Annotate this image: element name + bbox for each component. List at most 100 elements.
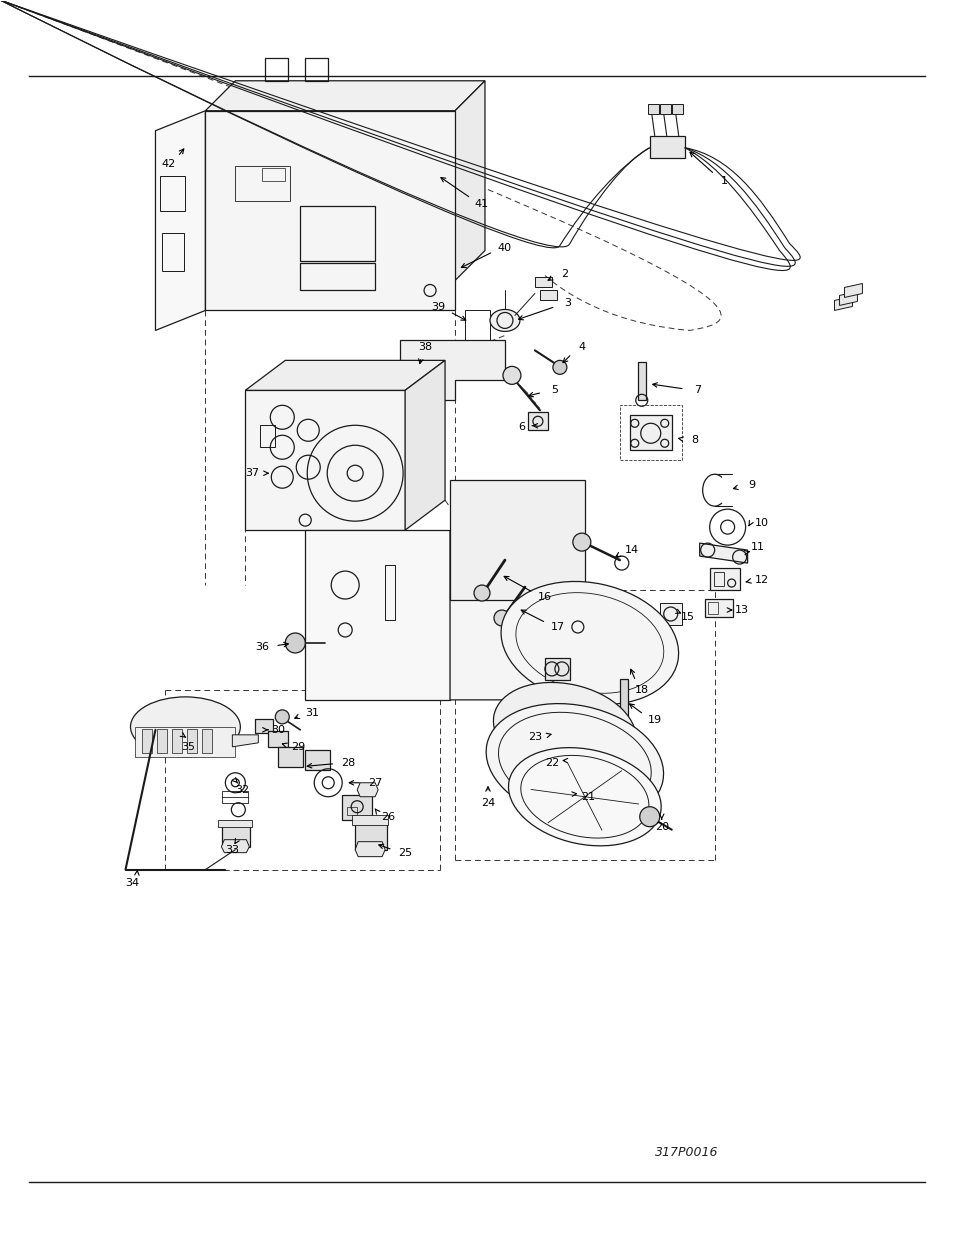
Polygon shape	[221, 840, 249, 852]
Text: 19: 19	[647, 715, 661, 725]
Polygon shape	[659, 603, 681, 625]
Bar	[172, 729, 182, 753]
Text: 13: 13	[734, 605, 748, 615]
Polygon shape	[352, 815, 388, 825]
Text: 7: 7	[694, 385, 700, 395]
Circle shape	[285, 634, 305, 653]
Text: 8: 8	[690, 435, 698, 446]
Bar	[629, 415, 671, 451]
Polygon shape	[399, 341, 504, 400]
Text: 317P0016: 317P0016	[654, 1146, 718, 1158]
Polygon shape	[699, 543, 747, 563]
Polygon shape	[355, 842, 385, 857]
Bar	[142, 729, 152, 753]
Bar	[157, 729, 168, 753]
Text: 28: 28	[341, 758, 355, 768]
Circle shape	[474, 585, 490, 601]
Text: 18: 18	[634, 685, 648, 695]
Ellipse shape	[131, 697, 240, 757]
Text: 30: 30	[271, 725, 285, 735]
Ellipse shape	[500, 582, 678, 704]
Bar	[355, 821, 387, 850]
Ellipse shape	[508, 747, 660, 846]
Polygon shape	[405, 361, 445, 530]
Text: 5: 5	[551, 385, 558, 395]
Circle shape	[639, 806, 659, 826]
Polygon shape	[455, 80, 484, 280]
Bar	[544, 658, 569, 680]
Bar	[527, 412, 547, 430]
Polygon shape	[233, 735, 258, 747]
Text: 23: 23	[527, 732, 541, 742]
Bar	[342, 795, 372, 820]
Bar	[222, 790, 248, 803]
Text: 9: 9	[747, 480, 755, 490]
Bar	[707, 601, 717, 614]
Circle shape	[572, 534, 590, 551]
Ellipse shape	[493, 683, 636, 777]
Polygon shape	[450, 480, 584, 600]
Bar	[704, 599, 732, 618]
Bar	[268, 731, 288, 747]
Text: 38: 38	[417, 342, 432, 352]
Polygon shape	[843, 284, 862, 298]
Text: 37: 37	[245, 468, 259, 478]
Text: 11: 11	[750, 542, 763, 552]
Text: 29: 29	[291, 742, 305, 752]
Text: 24: 24	[480, 798, 495, 808]
Polygon shape	[356, 783, 377, 797]
Bar	[255, 719, 273, 732]
Bar	[305, 750, 330, 769]
Text: 34: 34	[125, 878, 139, 888]
Bar	[222, 825, 250, 847]
Text: 12: 12	[754, 576, 768, 585]
Polygon shape	[839, 291, 857, 305]
Circle shape	[502, 367, 520, 384]
Polygon shape	[245, 361, 445, 390]
Text: 27: 27	[368, 778, 382, 788]
Polygon shape	[659, 104, 670, 114]
Circle shape	[275, 710, 289, 724]
Text: 2: 2	[560, 268, 568, 279]
Bar	[202, 729, 213, 753]
Text: 33: 33	[225, 845, 239, 855]
Bar	[713, 572, 723, 587]
Bar	[162, 232, 184, 270]
Text: 4: 4	[578, 342, 585, 352]
Bar	[638, 362, 645, 400]
Polygon shape	[205, 111, 455, 310]
Polygon shape	[155, 111, 205, 331]
Text: 16: 16	[537, 592, 552, 601]
Text: 20: 20	[654, 821, 668, 831]
Polygon shape	[245, 390, 405, 530]
Bar	[619, 679, 627, 716]
Text: 41: 41	[475, 199, 489, 209]
Polygon shape	[834, 296, 852, 310]
Text: 32: 32	[235, 784, 249, 795]
Text: 15: 15	[680, 613, 694, 622]
Text: 21: 21	[580, 792, 595, 802]
Polygon shape	[647, 104, 658, 114]
Text: 42: 42	[161, 158, 175, 169]
Bar	[347, 806, 356, 815]
Polygon shape	[535, 278, 552, 288]
Bar	[160, 175, 185, 211]
Polygon shape	[649, 136, 684, 158]
Text: 17: 17	[550, 622, 564, 632]
Text: 39: 39	[431, 303, 445, 312]
Bar	[278, 747, 303, 767]
Text: 14: 14	[624, 545, 639, 555]
Polygon shape	[205, 80, 484, 111]
Circle shape	[494, 610, 510, 626]
Text: 31: 31	[305, 708, 319, 718]
Text: 10: 10	[754, 519, 768, 529]
Bar	[709, 568, 739, 590]
Circle shape	[553, 361, 566, 374]
Text: 26: 26	[380, 811, 395, 821]
Bar	[187, 729, 197, 753]
Text: 36: 36	[255, 642, 269, 652]
Bar	[260, 425, 275, 447]
Text: 25: 25	[397, 847, 412, 857]
Text: 35: 35	[181, 742, 195, 752]
Text: 6: 6	[517, 422, 525, 432]
